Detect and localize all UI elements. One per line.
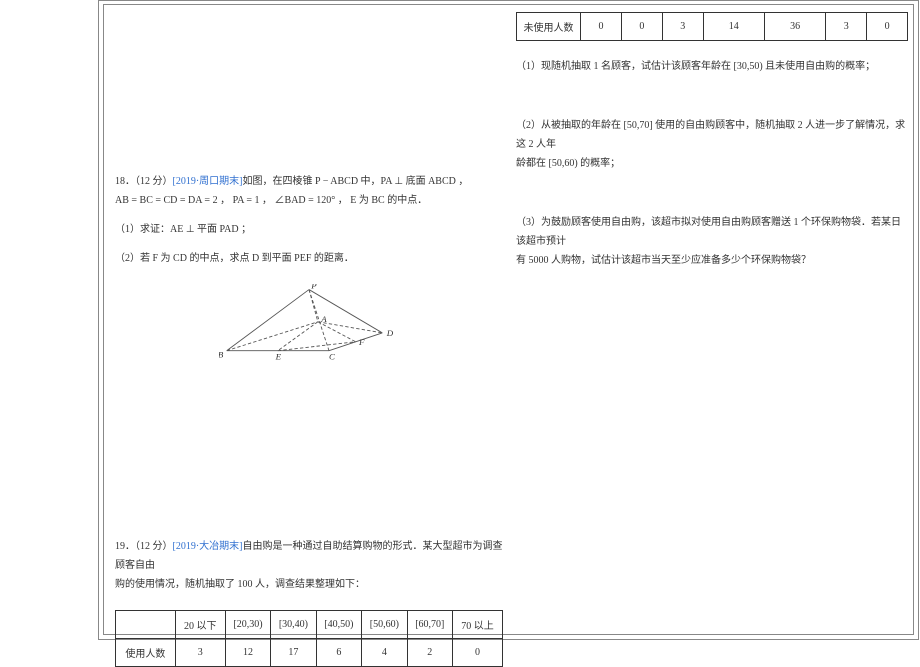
table-row-label: 使用人数 xyxy=(116,639,176,667)
svg-text:B: B xyxy=(219,349,224,359)
table-cell: 2 xyxy=(407,639,452,667)
left-column: 18．（12 分）[2019·周口期末]如图，在四棱锥 P − ABCD 中，P… xyxy=(115,12,503,630)
table-cell: 4 xyxy=(362,639,407,667)
svg-text:D: D xyxy=(386,328,394,338)
table-row-label: 未使用人数 xyxy=(517,13,581,41)
table-cell: 14 xyxy=(703,13,764,41)
svg-text:P: P xyxy=(310,284,317,290)
usage-table: 20 以下[20,30)[30,40)[40,50)[50,60)[60,70]… xyxy=(115,610,503,667)
q19-line2: 购的使用情况，随机抽取了 100 人，调查结果整理如下： xyxy=(115,575,503,594)
q19-line1: 19．（12 分）[2019·大冶期末]自由购是一种通过自助结算购物的形式．某大… xyxy=(115,537,503,575)
table-header-cell: 70 以上 xyxy=(453,611,503,639)
q18-line2: AB = BC = CD = DA = 2 ， PA = 1 ， ∠BAD = … xyxy=(115,191,503,210)
page: 18．（12 分）[2019·周口期末]如图，在四棱锥 P − ABCD 中，P… xyxy=(0,0,920,651)
svg-text:C: C xyxy=(329,352,335,362)
table-header-cell xyxy=(116,611,176,639)
q19-num: 19．（12 分） xyxy=(115,541,173,552)
q18-part2: （2）若 F 为 CD 的中点，求点 D 到平面 PEF 的距离． xyxy=(115,249,503,268)
q18-num: 18．（12 分） xyxy=(115,176,173,187)
table-cell: 3 xyxy=(175,639,225,667)
table-header-cell: [30,40) xyxy=(271,611,316,639)
table-cell: 0 xyxy=(867,13,908,41)
table-header-cell: [60,70] xyxy=(407,611,452,639)
rq3a: （3）为鼓励顾客使用自由购，该超市拟对使用自由购顾客赠送 1 个环保购物袋．若某… xyxy=(516,213,908,251)
q18-source: [2019·周口期末] xyxy=(173,176,243,187)
table-header-cell: [40,50) xyxy=(316,611,361,639)
table-cell: 36 xyxy=(764,13,825,41)
q18-part1: （1）求证：AE ⊥ 平面 PAD ； xyxy=(115,220,503,239)
right-column: 未使用人数003143630 （1）现随机抽取 1 名顾客，试估计该顾客年龄在 … xyxy=(516,12,908,630)
table-cell: 12 xyxy=(225,639,270,667)
rq2b: 龄都在 [50,60) 的概率； xyxy=(516,154,908,173)
rq3b: 有 5000 人购物，试估计该超市当天至少应准备多少个环保购物袋？ xyxy=(516,251,908,270)
rq2a: （2）从被抽取的年龄在 [50,70] 使用的自由购顾客中，随机抽取 2 人进一… xyxy=(516,116,908,154)
svg-text:F: F xyxy=(358,337,365,347)
table-cell: 3 xyxy=(662,13,703,41)
table-cell: 3 xyxy=(826,13,867,41)
table-cell: 0 xyxy=(621,13,662,41)
q19-source: [2019·大冶期末] xyxy=(173,541,243,552)
table-cell: 17 xyxy=(271,639,316,667)
q18-text1: 如图，在四棱锥 P − ABCD 中，PA ⊥ 底面 ABCD ， xyxy=(243,176,469,187)
svg-text:A: A xyxy=(320,314,327,324)
table-cell: 6 xyxy=(316,639,361,667)
q18-line1: 18．（12 分）[2019·周口期末]如图，在四棱锥 P − ABCD 中，P… xyxy=(115,172,503,191)
nonusage-table: 未使用人数003143630 xyxy=(516,12,908,41)
table-header-cell: [50,60) xyxy=(362,611,407,639)
table-cell: 0 xyxy=(581,13,622,41)
svg-text:E: E xyxy=(275,352,282,362)
table-cell: 0 xyxy=(453,639,503,667)
table-header-cell: 20 以下 xyxy=(175,611,225,639)
rq1: （1）现随机抽取 1 名顾客，试估计该顾客年龄在 [30,50) 且未使用自由购… xyxy=(516,57,908,76)
pyramid-figure: P A B C D E F xyxy=(115,284,503,367)
pyramid-svg: P A B C D E F xyxy=(219,284,399,364)
table-header-cell: [20,30) xyxy=(225,611,270,639)
